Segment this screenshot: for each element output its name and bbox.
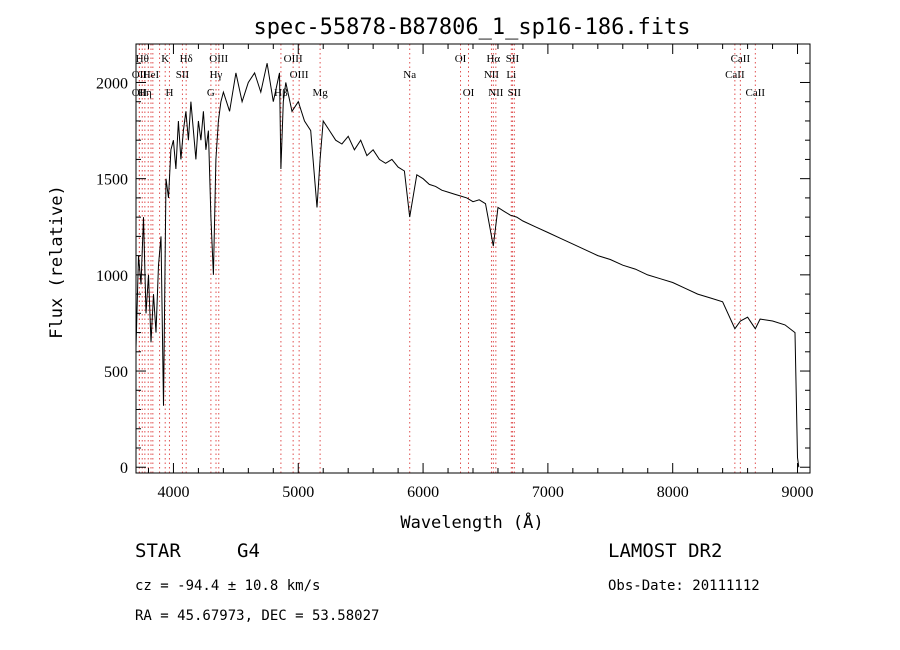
y-tick-label: 0 [120, 460, 128, 477]
y-tick-label: 1000 [96, 268, 128, 285]
object-class: STAR [135, 540, 181, 562]
spectral-line-label: CaII [725, 69, 745, 81]
x-tick-label: 6000 [407, 484, 439, 501]
y-tick-label: 1500 [96, 172, 128, 189]
x-tick-label: 7000 [532, 484, 564, 501]
coords-label: RA = 45.67973, DEC = 53.58027 [135, 608, 379, 624]
spectral-line-label: G [207, 87, 215, 99]
spectral-line-label: OI [463, 87, 475, 99]
spectral-line-label: HeI [143, 69, 160, 81]
survey-label: LAMOST DR2 [608, 540, 722, 562]
spectral-line-label: Hγ [210, 69, 223, 81]
spectral-line-label: OI [455, 53, 467, 65]
x-tick-label: 4000 [157, 484, 189, 501]
spectral-line-label: SII [508, 87, 522, 99]
y-tick-label: 2000 [96, 75, 128, 92]
x-axis: 4000 5000 6000 7000 8000 9000 [147, 44, 814, 501]
y-tick-label: 500 [104, 364, 128, 381]
x-axis-label: Wavelength (Å) [400, 511, 543, 533]
spectral-line-label: OIII [284, 53, 303, 65]
spectral-line-label: Na [403, 69, 416, 81]
spectral-line-label: CaII [731, 53, 751, 65]
spectral-line-label: Hα [486, 53, 500, 65]
spectral-line-label: CaII [746, 87, 766, 99]
object-subclass: G4 [237, 540, 260, 562]
spectrum-series [135, 63, 800, 468]
x-tick-label: 5000 [282, 484, 314, 501]
redshift-label: cz = -94.4 ± 10.8 km/s [135, 578, 320, 594]
spectral-line-label: Hη [138, 87, 152, 99]
spectral-line-label: OIII [209, 53, 228, 65]
y-axis: 0 500 1000 1500 2000 [96, 62, 810, 477]
plot-frame [135, 43, 811, 474]
spectral-line-label: SII [176, 69, 190, 81]
x-tick-label: 9000 [782, 484, 814, 501]
spectral-line-label: Hθ [136, 53, 149, 65]
spectral-line-label: OIII [290, 69, 309, 81]
spectral-line-labels: OIIOIIHθHηHeIKHSIIHδGHγOIIIHβOIIIOIIIMgN… [132, 53, 766, 99]
x-tick-label: 8000 [657, 484, 689, 501]
spectral-line-label: NII [484, 69, 500, 81]
spectral-line-label: H [165, 87, 173, 99]
spectral-line-label: NII [488, 87, 504, 99]
spectral-line-label: K [161, 53, 169, 65]
spectral-line-label: Li [506, 69, 516, 81]
chart-title: spec-55878-B87806_1_sp16-186.fits [253, 15, 690, 40]
obs-date-label: Obs-Date: 20111112 [608, 578, 760, 594]
y-axis-label: Flux (relative) [47, 185, 67, 339]
spectral-line-label: SII [506, 53, 520, 65]
spectral-line-label: Hδ [180, 53, 193, 65]
spectral-line-markers [138, 44, 756, 473]
spectrum-line [135, 63, 800, 468]
spectral-line-label: Mg [312, 87, 328, 99]
